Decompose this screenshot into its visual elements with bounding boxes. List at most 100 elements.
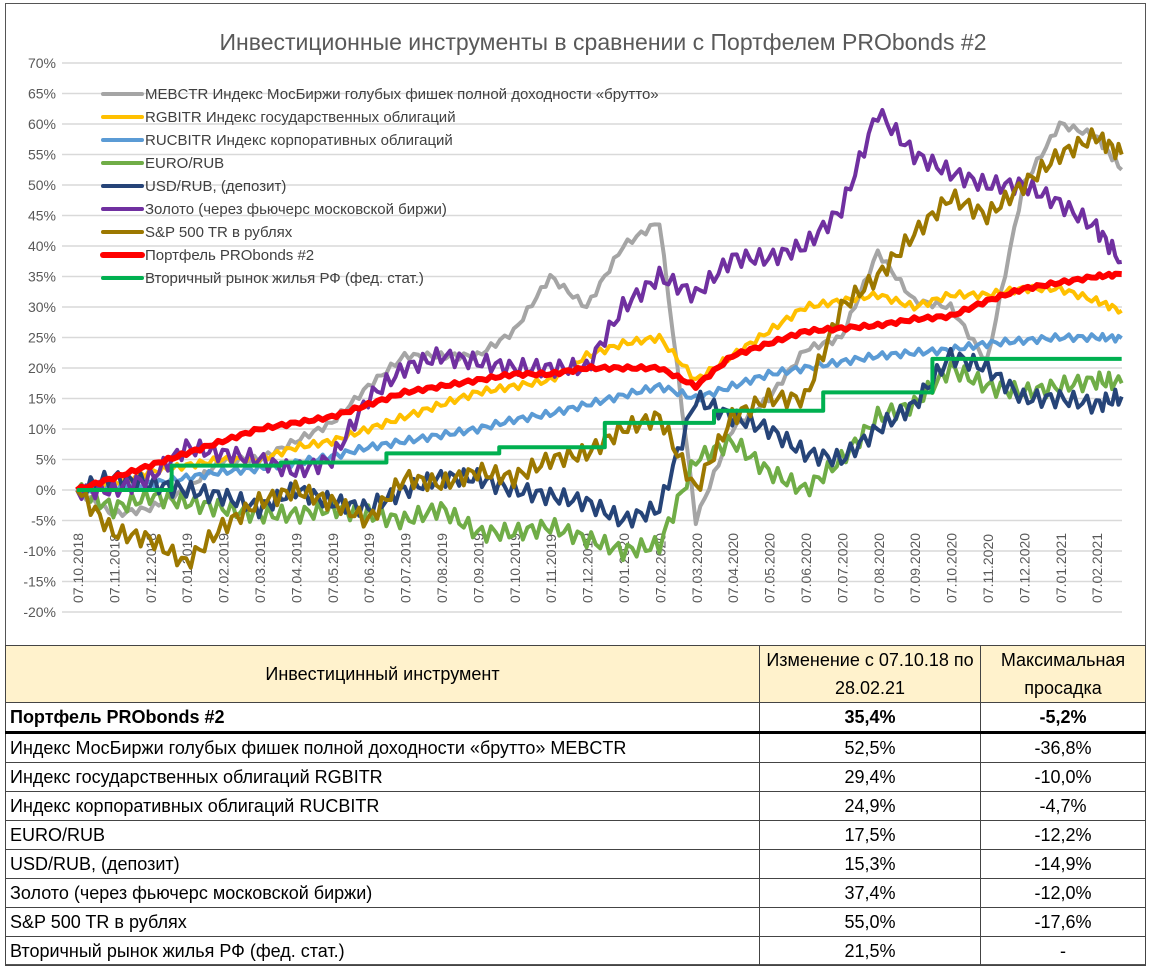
header-instrument: Инвестицинный инструмент (5, 645, 760, 703)
y-tick-label: 0% (36, 482, 56, 498)
instrument-name: EURO/RUB (5, 820, 760, 850)
series-line-5 (75, 107, 1123, 501)
change-value: 21,5% (759, 936, 981, 966)
x-tick-label: 07.08.2019 (434, 533, 450, 603)
y-tick-label: 10% (28, 421, 56, 437)
legend-label: USD/RUB, (депозит) (145, 178, 286, 195)
x-tick-label: 07.09.2019 (470, 533, 486, 603)
table-row: EURO/RUB 17,5% -12,2% (5, 820, 1146, 850)
drawdown-value: -4,7% (980, 791, 1146, 821)
drawdown-value: -5,2% (980, 702, 1146, 734)
series-line-3 (75, 360, 1124, 563)
y-tick-label: 40% (28, 238, 56, 254)
instrument-name: Вторичный рынок жилья РФ (фед. стат.) (5, 936, 760, 966)
x-tick-label: 07.04.2020 (725, 533, 741, 603)
y-tick-label: 70% (28, 55, 56, 71)
y-tick-label: 20% (28, 360, 56, 376)
y-tick-label: 65% (28, 86, 56, 102)
x-tick-label: 07.01.2019 (179, 533, 195, 603)
table-row: S&P 500 TR в рублях 55,0% -17,6% (5, 907, 1146, 937)
instrument-name: Золото (через фьючерс московской биржи) (5, 878, 760, 908)
table-row: Индекс МосБиржи голубых фишек полной дох… (5, 732, 1146, 763)
x-tick-label: 07.12.2020 (1016, 533, 1032, 603)
change-value: 55,0% (759, 907, 981, 937)
drawdown-value: -12,0% (980, 878, 1146, 908)
change-value: 52,5% (759, 732, 981, 763)
series-line-7 (75, 270, 1122, 493)
x-tick-label: 07.05.2019 (325, 533, 341, 603)
y-tick-label: 55% (28, 147, 56, 163)
change-value: 17,5% (759, 820, 981, 850)
x-tick-label: 07.05.2020 (762, 533, 778, 603)
legend-label: MEBCTR Индекс МосБиржи голубых фишек пол… (145, 86, 659, 103)
y-tick-label: -20% (23, 604, 56, 620)
y-tick-label: 50% (28, 177, 56, 193)
drawdown-value: -14,9% (980, 849, 1146, 879)
legend-label: Золото (через фьючерс московской биржи) (145, 201, 447, 218)
legend-label: Портфель PRObonds #2 (145, 247, 314, 264)
drawdown-value: -36,8% (980, 732, 1146, 763)
chart-title: Инвестиционные инструменты в сравнении с… (220, 29, 987, 55)
drawdown-value: -17,6% (980, 907, 1146, 937)
header-change: Изменение с 07.10.18 по 28.02.21 (759, 645, 981, 703)
change-value: 24,9% (759, 791, 981, 821)
series-line-4 (75, 346, 1124, 529)
x-tick-label: 07.10.2020 (944, 533, 960, 603)
x-tick-label: 07.02.2021 (1089, 533, 1105, 603)
y-tick-label: 60% (28, 116, 56, 132)
table-row: Индекс корпоративных облигаций RUCBITR 24… (5, 791, 1146, 821)
line-chart: Инвестиционные инструменты в сравнении с… (23, 29, 1124, 620)
y-tick-label: 5% (36, 452, 56, 468)
change-value: 15,3% (759, 849, 981, 879)
instrument-name: Портфель PRObonds #2 (5, 702, 760, 734)
legend-label: Вторичный рынок жилья РФ (фед. стат.) (145, 270, 424, 287)
table-row: Золото (через фьючерс московской биржи) 3… (5, 878, 1146, 908)
y-tick-label: 30% (28, 299, 56, 315)
change-value: 29,4% (759, 762, 981, 792)
drawdown-value: -10,0% (980, 762, 1146, 792)
y-tick-label: -15% (23, 574, 56, 590)
x-tick-label: 07.09.2020 (907, 533, 923, 603)
header-drawdown: Максимальная просадка (980, 645, 1146, 703)
x-tick-label: 07.03.2019 (252, 533, 268, 603)
legend-label: EURO/RUB (145, 155, 224, 172)
drawdown-value: -12,2% (980, 820, 1146, 850)
legend-label: RUCBITR Индекс корпоративных облигаций (145, 132, 453, 149)
x-tick-label: 07.04.2019 (288, 533, 304, 603)
drawdown-value: - (980, 936, 1146, 966)
change-value: 35,4% (759, 702, 981, 734)
table-row: Вторичный рынок жилья РФ (фед. стат.) 21,… (5, 936, 1146, 966)
x-tick-label: 07.06.2020 (798, 533, 814, 603)
instrument-name: USD/RUB, (депозит) (5, 849, 760, 879)
table-row: Индекс государственных облигаций RGBITR 2… (5, 762, 1146, 792)
x-tick-label: 07.11.2018 (106, 534, 122, 603)
x-tick-label: 07.07.2020 (834, 533, 850, 603)
instrument-name: Индекс государственных облигаций RGBITR (5, 762, 760, 792)
y-tick-label: 15% (28, 391, 56, 407)
table-row: USD/RUB, (депозит) 15,3% -14,9% (5, 849, 1146, 879)
x-tick-label: 07.01.2021 (1053, 533, 1069, 603)
y-tick-label: 25% (28, 330, 56, 346)
table-header-row: Инвестицинный инструмент Изменение с 07.… (5, 645, 1146, 703)
x-tick-label: 07.08.2020 (871, 533, 887, 603)
legend-label: S&P 500 TR в рублях (145, 224, 293, 241)
series-line-8 (77, 356, 1122, 492)
x-tick-label: 07.02.2020 (652, 533, 668, 603)
x-tick-label: 07.06.2019 (361, 533, 377, 603)
instrument-name: Индекс корпоративных облигаций RUCBITR (5, 791, 760, 821)
series-line-2 (76, 332, 1123, 494)
y-tick-label: -5% (31, 513, 56, 529)
y-tick-label: -10% (23, 543, 56, 559)
y-tick-label: 35% (28, 269, 56, 285)
x-tick-label: 07.11.2020 (980, 534, 996, 603)
table-row: Портфель PRObonds #2 35,4% -5,2% (5, 702, 1146, 734)
change-value: 37,4% (759, 878, 981, 908)
x-tick-label: 07.11.2019 (543, 534, 559, 603)
x-tick-label: 07.12.2019 (580, 533, 596, 603)
x-tick-label: 07.10.2019 (507, 533, 523, 603)
x-tick-label: 07.10.2018 (70, 533, 86, 603)
legend-label: RGBITR Индекс государственных облигаций (145, 109, 456, 126)
y-tick-label: 45% (28, 208, 56, 224)
instrument-name: Индекс МосБиржи голубых фишек полной дох… (5, 732, 760, 763)
